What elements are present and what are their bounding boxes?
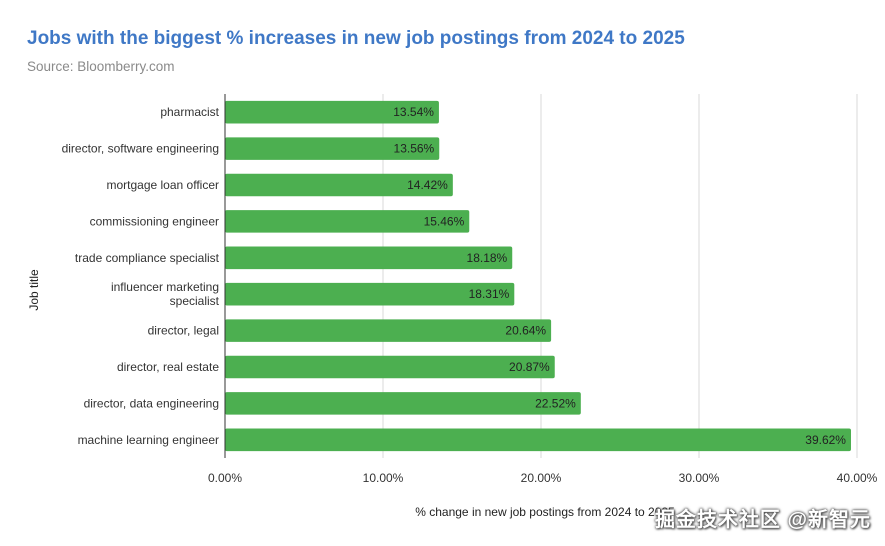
bar (225, 210, 470, 233)
chart-title: Jobs with the biggest % increases in new… (27, 28, 685, 49)
bar (225, 173, 453, 197)
bar (225, 392, 581, 415)
x-tick-label: 0.00% (208, 471, 242, 485)
x-tick-label: 10.00% (363, 471, 404, 485)
category-label: commissioning engineer (90, 214, 219, 228)
data-label: 22.52% (535, 396, 576, 410)
category-label: pharmacist (160, 105, 219, 119)
category-label: specialist (170, 294, 220, 308)
x-tick-label: 30.00% (679, 471, 720, 485)
category-label: machine learning engineer (78, 433, 219, 447)
x-tick-label: 40.00% (837, 471, 878, 485)
bar (225, 355, 555, 379)
category-label: influencer marketing (111, 280, 219, 294)
category-label: director, real estate (117, 360, 219, 374)
bar (225, 282, 515, 306)
chart-subtitle: Source: Bloomberry.com (27, 59, 175, 74)
data-label: 15.46% (424, 214, 465, 228)
data-label: 13.56% (394, 142, 435, 156)
y-axis-title: Job title (27, 269, 41, 311)
data-label: 20.64% (505, 324, 546, 338)
category-label: trade compliance specialist (75, 251, 220, 265)
category-label: director, legal (148, 324, 219, 338)
x-axis-title: % change in new job postings from 2024 t… (415, 505, 675, 519)
category-label: director, data engineering (84, 396, 219, 410)
data-label: 14.42% (407, 178, 448, 192)
data-label: 18.31% (469, 287, 510, 301)
x-tick-label: 20.00% (521, 471, 562, 485)
bar (225, 137, 440, 160)
bar (225, 100, 439, 124)
data-label: 20.87% (509, 360, 550, 374)
data-label: 39.62% (805, 433, 846, 447)
bar (225, 428, 851, 452)
data-label: 18.18% (467, 251, 508, 265)
watermark: 掘金技术社区 @新智元 (654, 509, 871, 531)
category-label: mortgage loan officer (106, 178, 219, 192)
data-label: 13.54% (393, 105, 434, 119)
bar (225, 319, 552, 342)
category-label: director, software engineering (62, 142, 219, 156)
bar (225, 246, 513, 270)
